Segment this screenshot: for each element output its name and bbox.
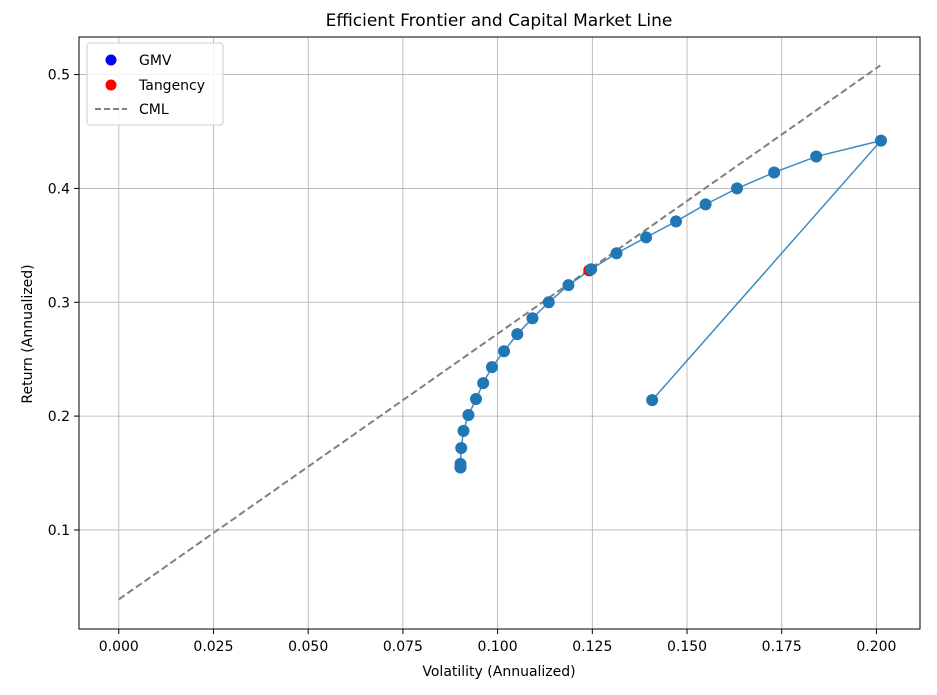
frontier-point [457, 424, 470, 437]
legend-box [86, 42, 224, 126]
y-tick-label: 0.1 [48, 523, 70, 539]
frontier-point [640, 231, 653, 244]
frontier-point [485, 361, 498, 374]
legend-tangency-marker [105, 79, 117, 91]
frontier-point [874, 134, 887, 147]
frontier-point [455, 441, 468, 454]
cml-layer [118, 64, 881, 601]
x-tick-label: 0.075 [383, 639, 423, 655]
axes [74, 36, 921, 634]
frontier-point [454, 461, 467, 474]
frontier-point [562, 279, 575, 292]
frontier-point [768, 166, 781, 179]
cml-line [118, 64, 881, 601]
frontier-point [699, 198, 712, 211]
legend-cml-label: CML [139, 102, 169, 118]
x-tick-label: 0.200 [856, 639, 896, 655]
frontier-line [459, 139, 884, 468]
plot-frame [78, 36, 921, 630]
x-tick-label: 0.150 [667, 639, 707, 655]
frontier-point [498, 345, 511, 358]
frontier-point [462, 408, 475, 421]
x-tick-label: 0.000 [99, 639, 139, 655]
y-tick-label: 0.4 [48, 181, 70, 197]
legend: GMV Tangency CML [86, 42, 224, 126]
y-tick-label: 0.2 [48, 409, 70, 425]
frontier-point [610, 247, 623, 260]
x-tick-label: 0.025 [193, 639, 233, 655]
y-axis-label: Return (Annualized) [20, 264, 36, 403]
frontier-point [810, 150, 823, 163]
legend-gmv-marker [105, 54, 117, 66]
frontier-point [542, 296, 555, 309]
frontier-point [470, 393, 483, 406]
frontier-point [511, 328, 524, 341]
frontier-point [646, 394, 659, 407]
frontier-point [477, 377, 490, 390]
y-tick-label: 0.3 [48, 295, 70, 311]
frontier-point [526, 312, 539, 325]
x-tick-label: 0.125 [572, 639, 612, 655]
legend-gmv-label: GMV [139, 53, 172, 69]
frontier-point [585, 263, 598, 276]
tick-labels: 0.000 0.025 0.050 0.075 0.100 0.125 0.150 0.175… [48, 68, 897, 655]
x-tick-label: 0.175 [762, 639, 802, 655]
y-tick-label: 0.5 [48, 68, 70, 84]
x-tick-label: 0.050 [288, 639, 328, 655]
x-axis-label: Volatility (Annualized) [422, 664, 575, 680]
chart-title: Efficient Frontier and Capital Market Li… [326, 11, 673, 31]
frontier-point [670, 215, 683, 228]
frontier-layer [454, 134, 887, 474]
frontier-point [731, 182, 744, 195]
legend-tangency-label: Tangency [138, 78, 205, 94]
x-tick-label: 0.100 [478, 639, 518, 655]
